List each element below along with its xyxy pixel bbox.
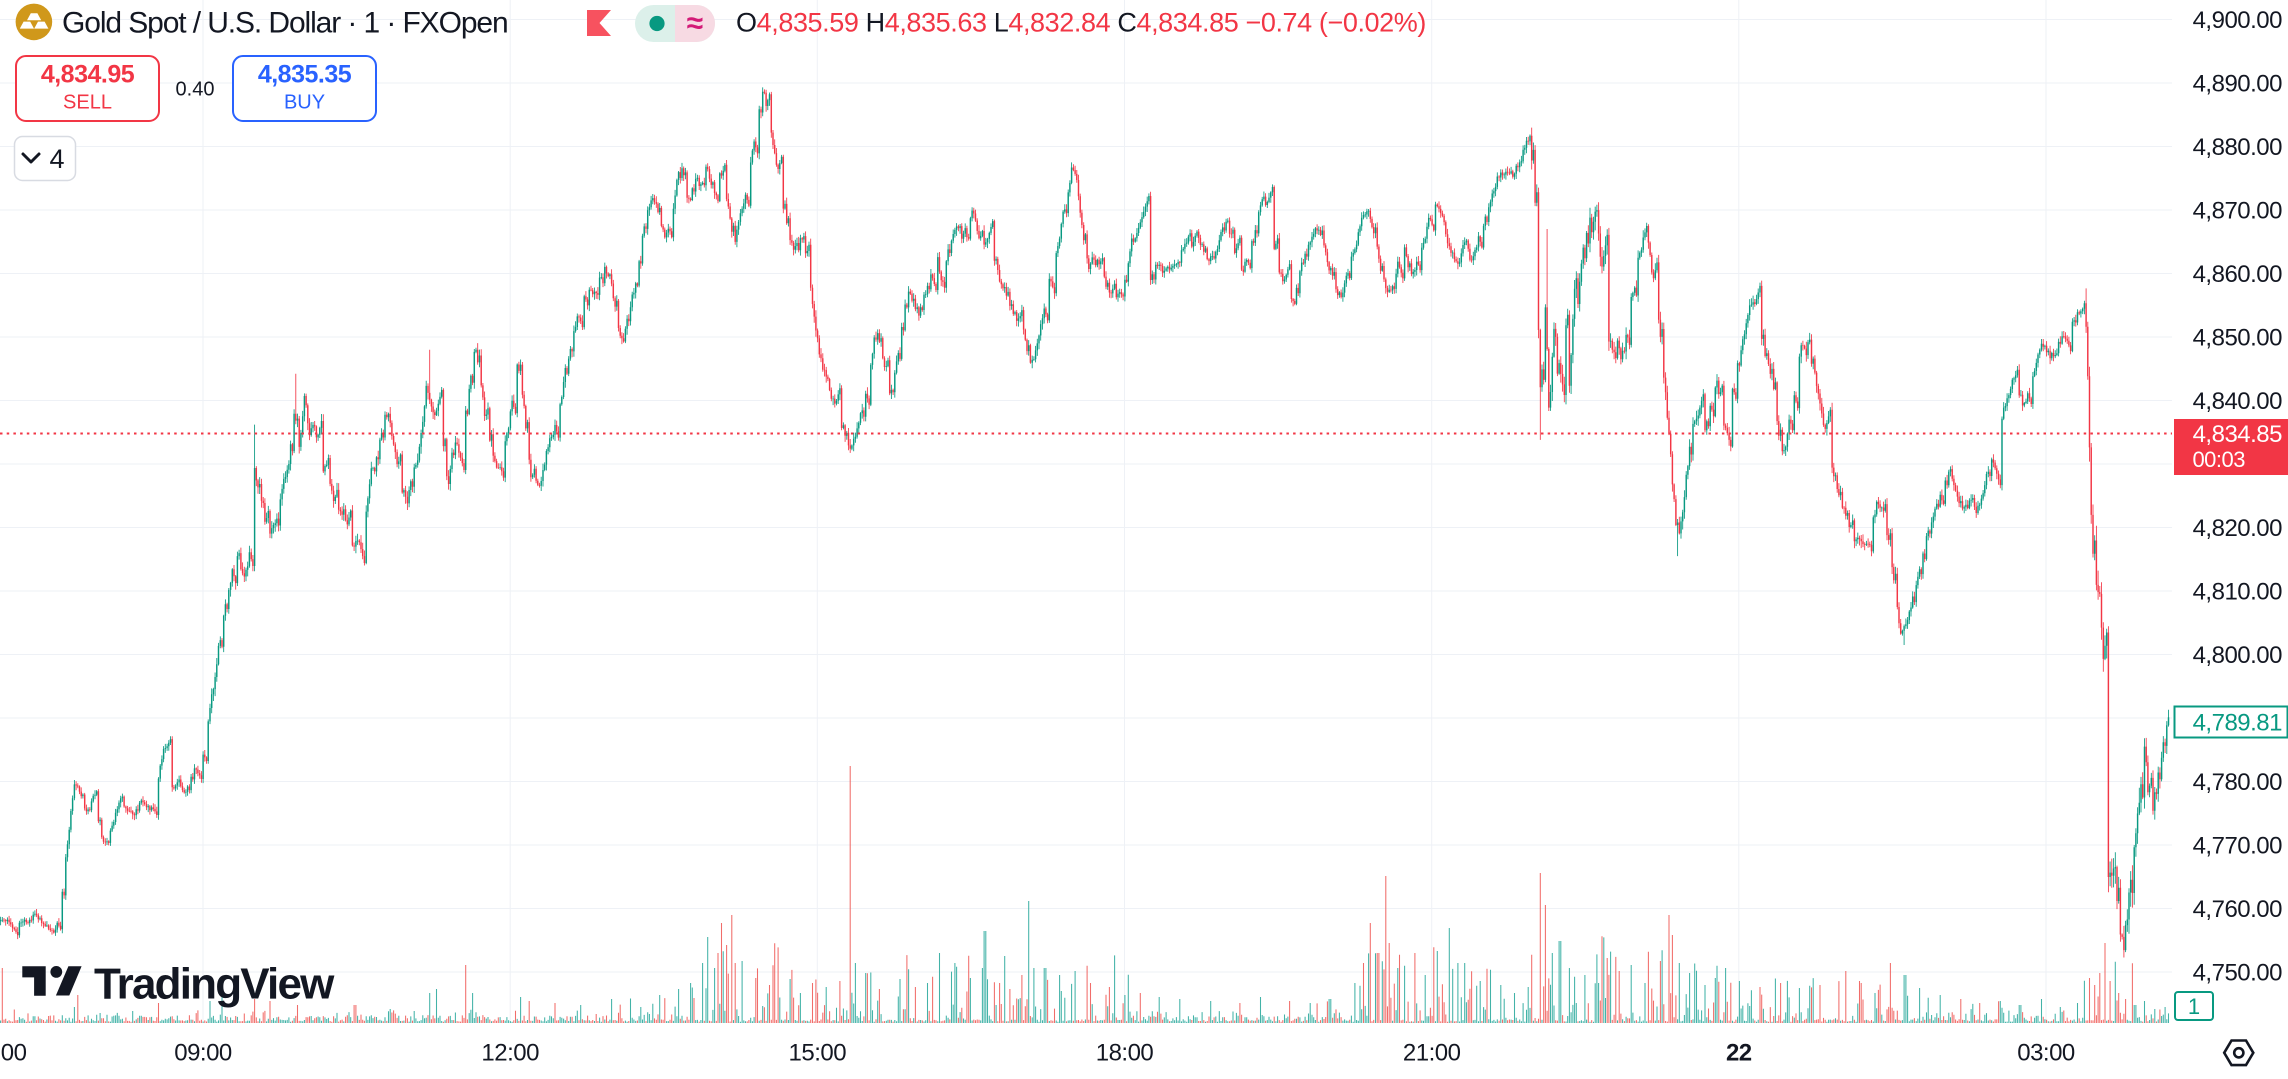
svg-text:0.40: 0.40 (176, 79, 215, 101)
svg-text:4,750.00: 4,750.00 (2193, 959, 2283, 986)
svg-text:18:00: 18:00 (1096, 1040, 1154, 1067)
svg-text:4: 4 (49, 144, 64, 174)
svg-text:03:00: 03:00 (2017, 1040, 2075, 1067)
svg-text:SELL: SELL (63, 92, 112, 114)
svg-text:4,890.00: 4,890.00 (2193, 70, 2283, 97)
svg-text:00:03: 00:03 (2192, 447, 2245, 472)
svg-text:15:00: 15:00 (789, 1040, 847, 1067)
svg-text:09:00: 09:00 (174, 1040, 232, 1067)
svg-text:Gold Spot / U.S. Dollar · 1 ·: Gold Spot / U.S. Dollar · 1 · FXOpen (62, 7, 508, 40)
svg-text:4,780.00: 4,780.00 (2193, 769, 2283, 796)
svg-text:4,870.00: 4,870.00 (2193, 197, 2283, 224)
svg-text:4,760.00: 4,760.00 (2193, 896, 2283, 923)
svg-text:4,900.00: 4,900.00 (2193, 7, 2283, 34)
svg-text:4,834.95: 4,834.95 (41, 61, 135, 89)
svg-text:O4,835.59 H4,835.63 L4,832.84: O4,835.59 H4,835.63 L4,832.84 C4,834.85 … (736, 8, 1426, 38)
svg-text:BUY: BUY (284, 92, 325, 114)
svg-text:4,800.00: 4,800.00 (2193, 642, 2283, 669)
svg-text:4,770.00: 4,770.00 (2193, 832, 2283, 859)
svg-text:4,820.00: 4,820.00 (2193, 515, 2283, 542)
svg-text:4,789.81: 4,789.81 (2193, 710, 2283, 737)
svg-text:≈: ≈ (687, 7, 703, 40)
svg-text:4,860.00: 4,860.00 (2193, 261, 2283, 288)
svg-text:TradingView: TradingView (94, 960, 335, 1009)
svg-text:21:00: 21:00 (1403, 1040, 1461, 1067)
svg-text:22: 22 (1726, 1040, 1752, 1067)
svg-text:4,834.85: 4,834.85 (2193, 421, 2283, 448)
svg-text:1: 1 (2188, 994, 2200, 1019)
svg-text:4,880.00: 4,880.00 (2193, 134, 2283, 161)
svg-text:4,840.00: 4,840.00 (2193, 388, 2283, 415)
svg-text:4,835.35: 4,835.35 (258, 61, 352, 89)
svg-text:12:00: 12:00 (481, 1040, 539, 1067)
svg-text:4,810.00: 4,810.00 (2193, 578, 2283, 605)
svg-text:4,850.00: 4,850.00 (2193, 324, 2283, 351)
svg-text:07:00: 07:00 (0, 1040, 27, 1067)
